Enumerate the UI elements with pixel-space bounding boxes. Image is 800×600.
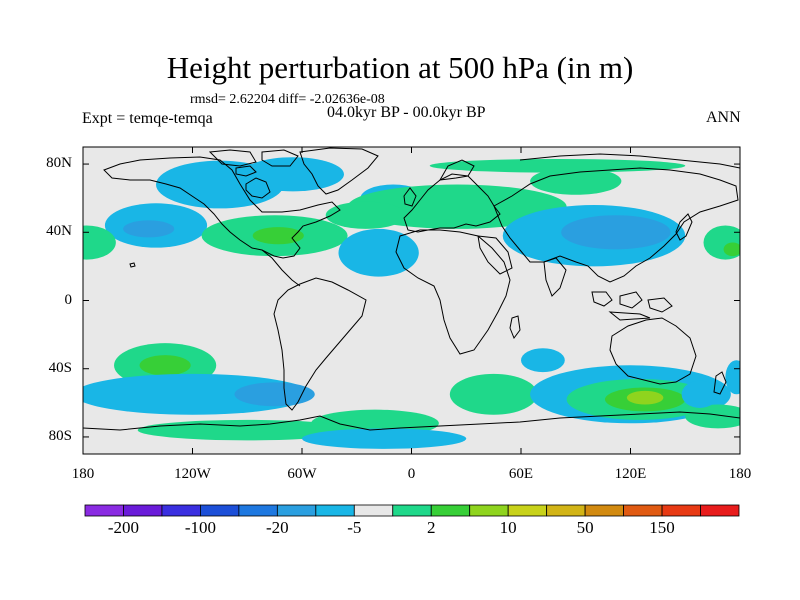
colorbar-label: 2	[426, 518, 436, 537]
colorbar-swatch	[469, 504, 509, 517]
anomaly-n-pacific-west-positive	[703, 225, 740, 260]
colorbar-label: -100	[184, 518, 216, 537]
colorbar-swatch	[392, 504, 432, 517]
colorbar-swatch	[84, 504, 124, 517]
colorbar-label: -5	[347, 518, 362, 537]
anomaly-tasman-negative	[681, 380, 719, 408]
coastline-hudson-bay	[245, 177, 271, 199]
anomaly-se-pacific-negative	[725, 360, 740, 395]
coastline-madagascar	[509, 315, 521, 340]
anomaly-eurasia-positive-west	[325, 201, 407, 229]
colorbar-label: 50	[576, 518, 594, 537]
anomaly-greenland-negative	[241, 157, 344, 192]
coastline-siberia-north	[519, 153, 740, 169]
coastline-australia	[609, 317, 697, 385]
lon-label: 60E	[508, 466, 534, 482]
plot-title: Height perturbation at 500 hPa (in m)	[166, 50, 634, 85]
coastline-europe	[403, 173, 501, 233]
lat-label: 40N	[46, 223, 72, 240]
colorbar-swatch	[546, 504, 586, 517]
lon-label: 120E	[614, 466, 647, 482]
anomaly-n-pacific-dateline-positive	[83, 225, 116, 260]
colorbar-swatch	[161, 504, 201, 517]
colorbar-label: -20	[266, 518, 289, 537]
coastline-arabia	[477, 235, 513, 275]
colorbar-swatch	[200, 504, 240, 517]
colorbar-swatch	[661, 504, 701, 517]
coastline-north-america	[103, 156, 341, 259]
anomaly-se-pacific-positive	[685, 404, 740, 429]
coastline-arctic-islands	[208, 149, 299, 177]
colorbar-label: 150	[649, 518, 675, 537]
colorbar	[84, 504, 740, 517]
experiment-label: Expt = temqe-temqa	[82, 110, 213, 127]
anomaly-arctic-positive	[429, 158, 686, 173]
colorbar-swatch	[700, 504, 740, 517]
anomaly-southern-ocean-positive	[137, 419, 357, 441]
anomaly-n-pacific-east-negative-core	[123, 220, 175, 238]
colorbar-swatch	[353, 504, 394, 517]
coastline-south-america	[273, 277, 367, 411]
coastlines	[83, 147, 740, 431]
period-label: 04.0kyr BP - 00.0kyr BP	[327, 104, 486, 121]
lat-label: 40S	[48, 359, 72, 376]
anomaly-sw-pacific-positive-core	[139, 355, 191, 376]
colorbar-swatch	[623, 504, 663, 517]
anomaly-south-indian-negative	[521, 348, 565, 373]
coastline-new-zealand	[713, 371, 727, 395]
anomaly-south-pacific-negative-core	[234, 382, 315, 407]
anomaly-asia-negative-core	[561, 215, 671, 250]
axis-ticks	[82, 147, 741, 454]
colorbar-label: -200	[107, 518, 140, 537]
colorbar-swatch	[430, 504, 471, 517]
colorbar-swatch	[584, 504, 624, 517]
coastline-hawaii	[129, 262, 136, 268]
coastline-indonesia	[591, 291, 673, 321]
lon-label: 180	[728, 466, 752, 482]
lat-label: 80S	[48, 427, 72, 444]
coastline-central-america	[261, 249, 301, 287]
coastline-japan	[675, 213, 693, 241]
lat-label: 0	[64, 291, 73, 308]
anomaly-field	[83, 157, 740, 449]
stats-line: rmsd= 2.62204 diff= -2.02636e-08	[190, 92, 385, 107]
colorbar-label: 10	[499, 518, 517, 537]
lon-label: 0	[407, 466, 416, 482]
coastline-india	[543, 257, 567, 297]
anomaly-north-america-positive-core	[252, 227, 304, 245]
lon-label: 60W	[287, 466, 317, 482]
anomaly-southern-ocean-negative	[302, 428, 467, 449]
anomaly-southern-australia-positive-peak	[626, 390, 664, 405]
anomaly-south-indian-positive	[449, 373, 538, 415]
colorbar-swatch	[238, 504, 278, 517]
coastline-antarctica	[83, 411, 740, 431]
lon-label: 120W	[174, 466, 211, 482]
colorbar-swatch	[276, 504, 317, 517]
lat-label: 80N	[46, 155, 72, 172]
season-label: ANN	[706, 109, 741, 126]
anomaly-n-pacific-west-positive-core	[723, 242, 740, 257]
coastline-africa	[395, 229, 511, 355]
coastline-scandinavia	[439, 159, 475, 181]
coastline-british-isles	[403, 187, 417, 207]
colorbar-swatch	[507, 504, 548, 517]
colorbar-swatch	[315, 504, 355, 517]
colorbar-swatch	[123, 504, 163, 517]
anomaly-eurasia-positive-east	[530, 167, 622, 195]
coastline-greenland	[299, 147, 379, 195]
lon-label: 180	[71, 466, 95, 482]
